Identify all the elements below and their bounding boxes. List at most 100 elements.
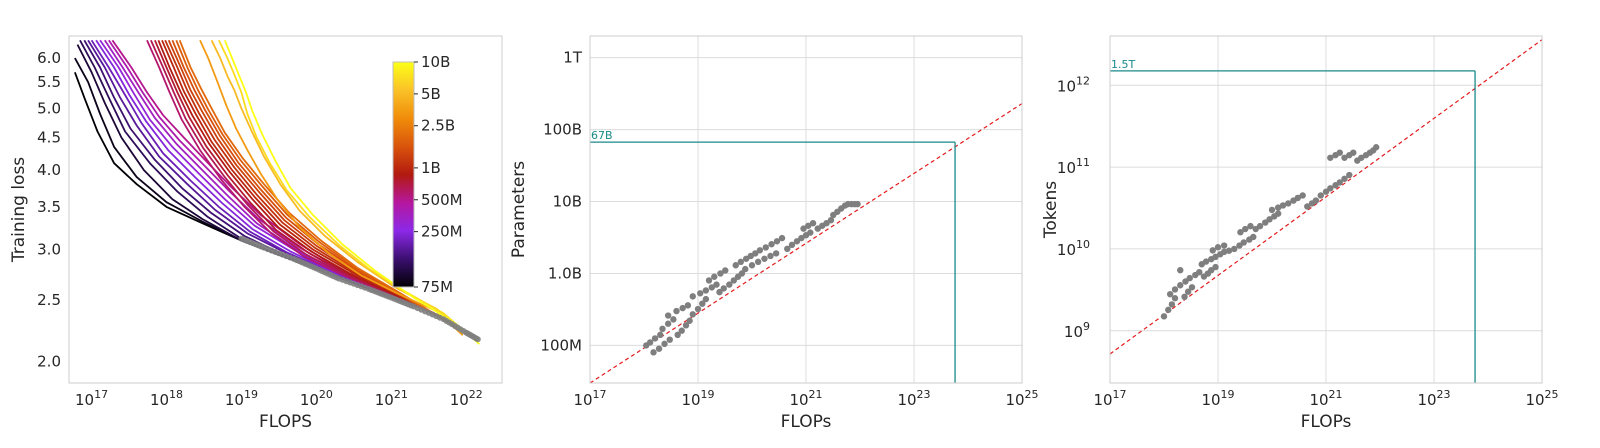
data-point: [1220, 248, 1228, 256]
y-tick-label: 1010: [1057, 238, 1090, 259]
loss-curve: [167, 39, 449, 323]
data-point: [684, 302, 692, 309]
data-point: [664, 320, 672, 327]
data-point: [666, 336, 673, 343]
plot-area: [74, 39, 481, 345]
data-point: [798, 234, 805, 242]
y-tick-label: 109: [1064, 320, 1090, 341]
y-tick-label: 6.0: [37, 49, 61, 67]
x-tick-label: 1021: [1309, 388, 1342, 409]
y-tick-label: 5.0: [37, 99, 61, 117]
data-point: [1214, 244, 1222, 251]
colorbar-tick-label: 250M: [421, 223, 463, 241]
data-point: [1285, 200, 1292, 207]
data-point: [1358, 154, 1365, 161]
data-point: [752, 250, 759, 257]
data-point: [657, 331, 664, 339]
data-point: [1274, 204, 1282, 211]
y-axis-label: Tokens: [1041, 181, 1061, 239]
data-point: [805, 222, 812, 229]
x-tick-label: 1025: [1005, 388, 1038, 409]
data-point: [788, 241, 796, 249]
data-point: [679, 304, 686, 312]
loss-curve: [95, 39, 424, 310]
data-point: [1250, 233, 1257, 241]
data-point: [1186, 274, 1193, 282]
loss-curve: [223, 39, 480, 345]
data-point: [1237, 229, 1244, 236]
data-point: [754, 258, 762, 266]
data-point: [793, 238, 801, 245]
loss-curve: [146, 39, 437, 316]
data-point: [1327, 185, 1334, 192]
data-point: [1196, 268, 1203, 276]
data-point: [1299, 192, 1306, 199]
y-tick-label: 4.5: [37, 129, 61, 147]
data-point: [694, 305, 702, 313]
y-tick-label: 1.0B: [548, 264, 582, 282]
plot-frame: [68, 35, 503, 384]
data-point: [651, 335, 659, 342]
y-tick-label: 5.5: [37, 73, 61, 91]
data-point: [702, 287, 710, 294]
colorbar-tick-label: 2.5B: [421, 117, 455, 135]
y-tick-label: 100B: [543, 121, 582, 139]
data-point: [1266, 216, 1273, 223]
x-tick-label: 1019: [225, 388, 258, 409]
data-point: [1294, 194, 1301, 202]
plot-area: [590, 103, 1022, 383]
x-tick-label: 1017: [1093, 388, 1126, 409]
data-point: [1350, 149, 1357, 156]
data-point: [761, 255, 768, 262]
x-tick-label: 1023: [1417, 388, 1450, 409]
x-tick-label: 1020: [300, 388, 333, 409]
colorbar-tick-label: 5B: [421, 85, 441, 103]
y-tick-label: 1012: [1057, 74, 1090, 95]
data-point: [646, 339, 654, 346]
data-point: [702, 295, 710, 303]
colorbar-tick-label: 1B: [421, 159, 441, 177]
data-point: [730, 277, 737, 284]
data-point: [1171, 286, 1179, 293]
y-tick-label: 4.0: [37, 161, 61, 179]
data-point: [1188, 284, 1196, 291]
data-point: [722, 267, 729, 274]
data-point: [1274, 210, 1282, 217]
y-tick-label: 3.5: [37, 198, 61, 216]
data-point: [807, 229, 814, 236]
data-point: [674, 331, 681, 339]
data-point: [1317, 192, 1324, 199]
loss-curve: [154, 39, 442, 318]
data-point: [659, 325, 666, 333]
data-point: [768, 241, 775, 248]
data-point: [1312, 197, 1320, 204]
data-point: [1182, 278, 1189, 285]
data-point: [772, 250, 780, 257]
data-point: [762, 244, 769, 251]
data-point: [1165, 306, 1172, 314]
colorbar: 10B 5B 2.5B 1B 500M 250M 75M: [392, 53, 463, 296]
x-tick-label: 1017: [75, 388, 108, 409]
loss-curve: [104, 39, 430, 312]
data-point: [1171, 295, 1179, 302]
data-point: [713, 281, 720, 288]
data-point: [670, 316, 677, 323]
panel-tokens: 1.5T 1017 1019 1021 1023 1025 109 1010 1011 1012 F…: [1041, 35, 1559, 432]
y-tick-label: 10B: [553, 193, 582, 211]
data-point: [699, 300, 706, 307]
data-point: [1209, 247, 1216, 254]
loss-curve: [178, 39, 454, 327]
y-axis-label: Training loss: [9, 157, 29, 263]
data-point: [1240, 239, 1247, 246]
data-point: [1160, 313, 1168, 320]
frontier-point: [474, 336, 481, 343]
loss-curve: [108, 39, 433, 314]
data-point: [737, 258, 744, 266]
data-point: [773, 238, 781, 245]
y-tick-label: 3.0: [37, 241, 61, 259]
data-point: [1247, 222, 1254, 230]
x-axis-label: FLOPs: [1301, 412, 1352, 432]
data-point: [689, 293, 696, 300]
data-point: [664, 312, 672, 319]
data-point: [1327, 154, 1334, 161]
